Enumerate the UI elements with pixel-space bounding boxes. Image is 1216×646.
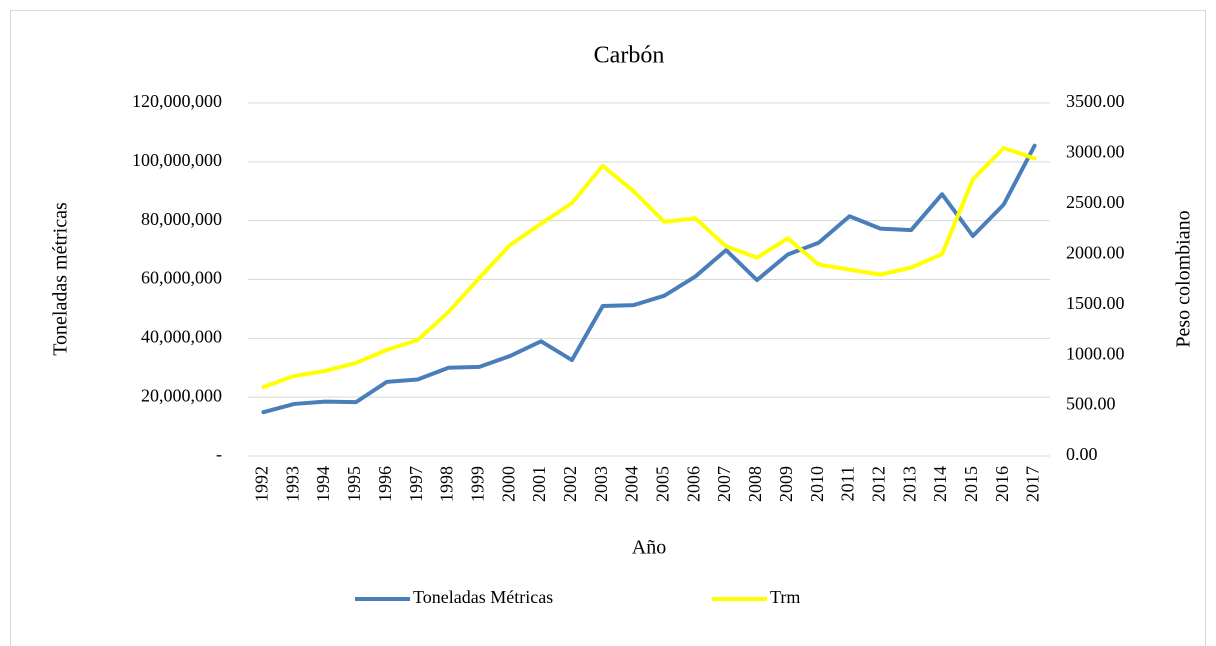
y2-tick-label: 0.00 bbox=[1066, 444, 1098, 464]
x-tick-label: 1997 bbox=[406, 466, 426, 502]
x-tick-label: 1995 bbox=[344, 466, 364, 502]
x-tick-label: 2006 bbox=[683, 466, 703, 502]
x-tick-label: 2003 bbox=[591, 466, 611, 502]
x-tick-label: 2002 bbox=[560, 466, 580, 502]
x-tick-label: 2011 bbox=[838, 466, 858, 501]
x-tick-label: 2013 bbox=[899, 466, 919, 502]
x-tick-label: 1996 bbox=[375, 466, 395, 502]
x-tick-label: 2008 bbox=[745, 466, 765, 502]
y2-tick-label: 2500.00 bbox=[1066, 192, 1125, 212]
y2-tick-label: 500.00 bbox=[1066, 394, 1116, 414]
x-tick-label: 1994 bbox=[313, 466, 333, 502]
x-tick-label: 2001 bbox=[529, 466, 549, 502]
chart-title: Carbón bbox=[594, 43, 665, 69]
x-tick-label: 2015 bbox=[961, 466, 981, 502]
y2-tick-label: 1500.00 bbox=[1066, 293, 1125, 313]
x-tick-label: 2014 bbox=[930, 466, 950, 502]
x-tick-label: 1992 bbox=[252, 466, 272, 502]
x-tick-label: 2007 bbox=[714, 466, 734, 502]
x-tick-label: 2010 bbox=[807, 466, 827, 502]
x-axis-title: Año bbox=[632, 537, 666, 559]
legend-label: Trm bbox=[770, 587, 800, 607]
y2-tick-label: 3000.00 bbox=[1066, 142, 1125, 162]
x-tick-label: 2016 bbox=[992, 466, 1012, 502]
y2-tick-label: 2000.00 bbox=[1066, 242, 1125, 262]
y2-tick-label: 1000.00 bbox=[1066, 343, 1125, 363]
y-tick-label: 40,000,000 bbox=[141, 326, 222, 346]
x-tick-label: 1999 bbox=[467, 466, 487, 502]
legend-label: Toneladas Métricas bbox=[413, 587, 553, 607]
x-tick-label: 2004 bbox=[622, 466, 642, 502]
line-series bbox=[261, 143, 1037, 415]
chart-frame bbox=[10, 10, 1206, 646]
x-tick-label: 1993 bbox=[282, 466, 302, 502]
y-tick-label: 60,000,000 bbox=[141, 268, 222, 288]
x-tick-label: 2000 bbox=[498, 466, 518, 502]
x-tick-label: 2012 bbox=[868, 466, 888, 502]
line-series bbox=[261, 145, 1037, 390]
x-tick-label: 2017 bbox=[1023, 466, 1043, 502]
y-tick-label: 120,000,000 bbox=[132, 91, 222, 111]
y-axis-title: Toneladas métricas bbox=[50, 202, 72, 356]
y2-axis-title: Peso colombiano bbox=[1173, 210, 1195, 347]
y-tick-label: 80,000,000 bbox=[141, 209, 222, 229]
x-tick-label: 1998 bbox=[437, 466, 457, 502]
y2-tick-label: 3500.00 bbox=[1066, 91, 1125, 111]
y-tick-label: 20,000,000 bbox=[141, 385, 222, 405]
y-tick-label: 100,000,000 bbox=[132, 150, 222, 170]
x-tick-label: 2005 bbox=[653, 466, 673, 502]
x-tick-label: 2009 bbox=[776, 466, 796, 502]
y-tick-label: - bbox=[216, 444, 222, 464]
